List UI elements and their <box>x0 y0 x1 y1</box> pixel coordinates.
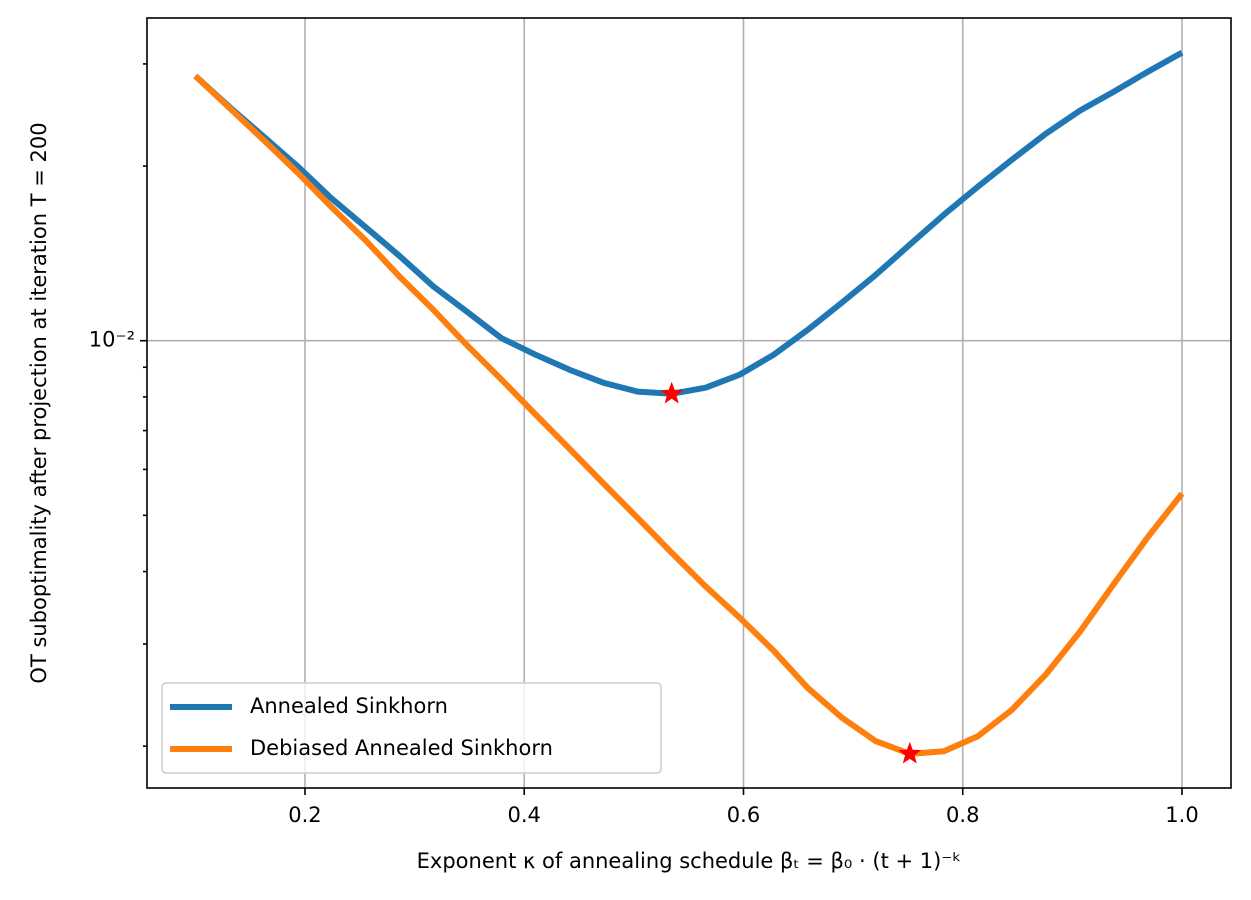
y-axis-label: OT suboptimality after projection at ite… <box>27 122 51 683</box>
min-marker <box>660 381 684 404</box>
min-marker <box>898 741 922 764</box>
series-line <box>193 49 1184 397</box>
legend-box <box>161 682 662 774</box>
x-tick-label: 0.6 <box>727 803 760 827</box>
x-axis-label: Exponent κ of annealing schedule βₜ = β₀… <box>417 849 962 873</box>
series-line <box>193 73 1185 757</box>
plot-frame <box>146 17 1232 789</box>
legend-label: Annealed Sinkhorn <box>250 694 448 718</box>
x-tick-label: 0.8 <box>946 803 979 827</box>
y-tick-label: 10⁻² <box>89 328 135 352</box>
x-tick-label: 0.4 <box>508 803 541 827</box>
x-tick-label: 1.0 <box>1165 803 1198 827</box>
legend-label: Debiased Annealed Sinkhorn <box>250 736 553 760</box>
x-tick-label: 0.2 <box>288 803 321 827</box>
